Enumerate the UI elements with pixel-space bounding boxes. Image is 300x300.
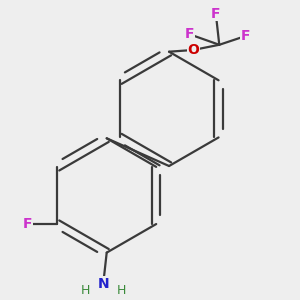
Text: F: F [185,27,195,41]
Text: N: N [98,277,109,291]
Text: F: F [211,7,220,21]
Text: F: F [241,29,250,43]
Text: H: H [80,284,90,296]
Text: O: O [188,43,199,57]
Text: F: F [23,217,32,231]
Text: H: H [117,284,126,296]
